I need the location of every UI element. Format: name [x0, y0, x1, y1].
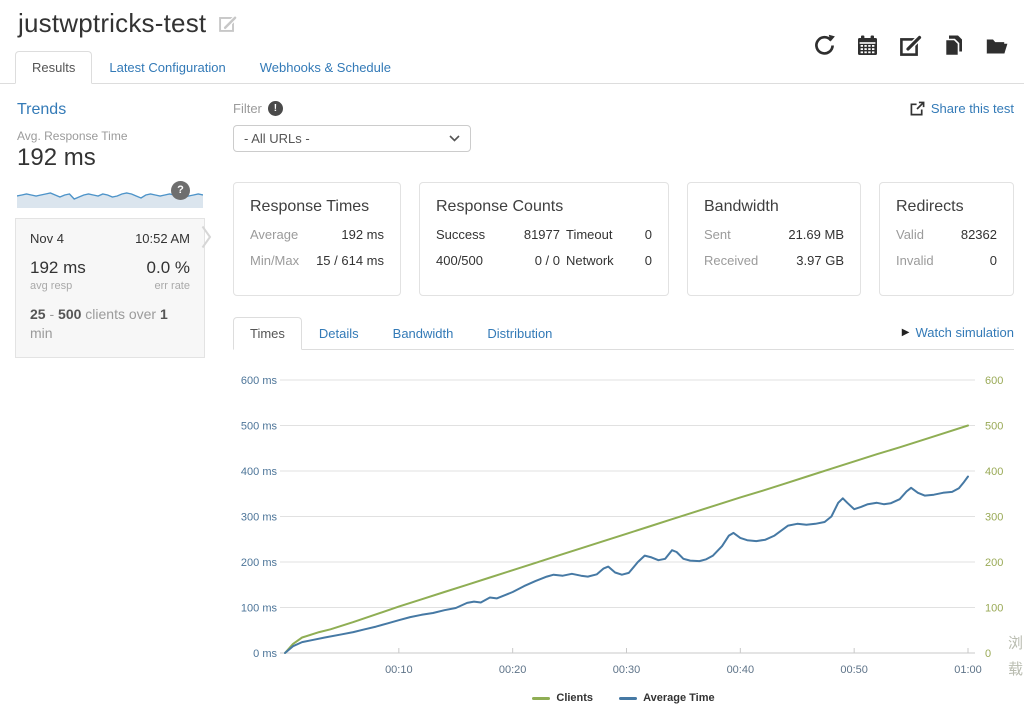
calendar-icon[interactable] [856, 34, 879, 57]
url-filter-select[interactable]: - All URLs - [233, 125, 471, 152]
svg-text:100: 100 [985, 603, 1003, 615]
card-title: Redirects [896, 198, 964, 215]
summary-cards: Response Times Average 192 ms Min/Max 15 /… [233, 182, 1014, 296]
tab-latest-configuration[interactable]: Latest Configuration [109, 60, 226, 75]
edit-title-icon[interactable] [218, 14, 238, 33]
svg-text:200: 200 [985, 557, 1003, 569]
run-avg-value: 192 ms [30, 258, 86, 277]
times-chart[interactable]: 0 ms 0 100 ms 100 200 ms 200 300 ms 300 400 ms 40… [233, 359, 1014, 684]
chart-tab-times[interactable]: Times [233, 317, 302, 350]
svg-text:00:20: 00:20 [499, 664, 527, 676]
svg-text:01:00: 01:00 [954, 664, 982, 676]
header: justwptricks-test [0, 0, 1024, 39]
card-bandwidth: Bandwidth Sent 21.69 MB Received 3.97 GB [687, 182, 861, 296]
share-test-link[interactable]: Share this test [910, 101, 1014, 116]
header-action-icons [813, 34, 1008, 57]
svg-text:400: 400 [985, 466, 1003, 478]
svg-text:00:10: 00:10 [385, 664, 413, 676]
svg-text:100 ms: 100 ms [241, 603, 278, 615]
trends-metric-label: Avg. Response Time [17, 129, 128, 143]
main-tabs: Results Latest Configuration Webhooks & … [0, 51, 1024, 84]
trends-sparkline[interactable]: ? [16, 181, 204, 208]
chevron-right-icon [201, 225, 212, 254]
svg-text:00:30: 00:30 [613, 664, 641, 676]
run-err-value: 0.0 % [146, 258, 190, 277]
card-response-counts: Response Counts Success 81977 Timeout 0 … [419, 182, 669, 296]
refresh-icon[interactable] [813, 34, 836, 57]
trends-title: Trends [17, 101, 67, 118]
card-title: Response Counts [436, 198, 564, 215]
chart-tab-distribution[interactable]: Distribution [487, 326, 553, 341]
svg-text:400 ms: 400 ms [241, 466, 278, 478]
trends-sidebar: Trends Avg. Response Time 192 ms ? Nov 4… [15, 101, 212, 704]
svg-text:200 ms: 200 ms [241, 557, 278, 569]
average-time-line-swatch [619, 696, 638, 700]
chart-legend: Clients Average Time [233, 692, 1014, 704]
trends-metric-value: 192 ms [17, 144, 96, 171]
watermark-text: 浏 载 [1008, 634, 1024, 679]
run-avg-label: avg resp [30, 280, 73, 292]
svg-text:00:40: 00:40 [727, 664, 755, 676]
run-err-label: err rate [154, 280, 190, 292]
svg-text:500 ms: 500 ms [241, 421, 278, 433]
chart-tab-details[interactable]: Details [318, 326, 359, 341]
chart-tab-bandwidth[interactable]: Bandwidth [392, 326, 454, 341]
svg-text:300 ms: 300 ms [241, 512, 278, 524]
svg-text:0 ms: 0 ms [253, 648, 277, 660]
svg-text:600: 600 [985, 375, 1003, 387]
filter-label: Filter [233, 101, 262, 116]
test-run-card[interactable]: Nov 4 10:52 AM 192 ms 0.0 % avg resp err… [15, 218, 212, 358]
copy-icon[interactable] [942, 34, 965, 57]
chart-tabs: Times Details Bandwidth Distribution [233, 317, 1014, 350]
url-filter-value: - All URLs - [244, 131, 310, 146]
run-clients-summary: 25 - 500 clients over 1 min [30, 306, 168, 341]
run-date: Nov 4 [30, 231, 64, 246]
open-folder-icon[interactable] [985, 34, 1008, 57]
svg-text:300: 300 [985, 512, 1003, 524]
card-response-times: Response Times Average 192 ms Min/Max 15 /… [233, 182, 401, 296]
legend-item-clients[interactable]: Clients [532, 692, 593, 704]
play-icon: ▶ [901, 327, 910, 338]
watch-simulation-link[interactable]: ▶ Watch simulation [901, 325, 1014, 340]
svg-text:600 ms: 600 ms [241, 375, 278, 387]
edit-icon[interactable] [899, 34, 922, 57]
tab-webhooks-schedule[interactable]: Webhooks & Schedule [259, 60, 392, 75]
card-redirects: Redirects Valid 82362 Invalid 0 [879, 182, 1014, 296]
share-icon [910, 101, 925, 116]
svg-text:0: 0 [985, 648, 991, 660]
card-title: Response Times [250, 198, 370, 215]
svg-text:00:50: 00:50 [840, 664, 868, 676]
info-icon[interactable]: ! [267, 101, 283, 116]
svg-text:500: 500 [985, 421, 1003, 433]
clients-line-swatch [532, 696, 551, 700]
legend-item-average-time[interactable]: Average Time [619, 692, 715, 704]
chevron-down-icon [449, 135, 460, 142]
run-time: 10:52 AM [135, 231, 190, 246]
card-title: Bandwidth [704, 198, 779, 215]
help-badge[interactable]: ? [171, 181, 190, 200]
tab-results[interactable]: Results [15, 51, 93, 84]
page-title: justwptricks-test [18, 8, 207, 38]
